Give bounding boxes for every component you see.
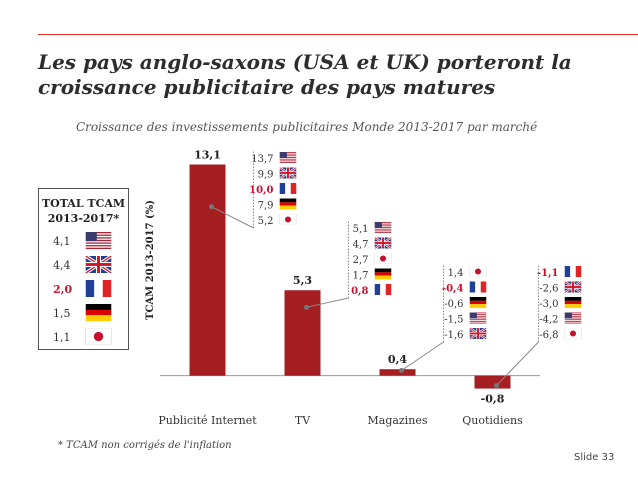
connector-line [306,297,349,308]
japan-flag-icon [85,328,112,345]
japan-flag-icon [374,253,392,264]
top-accent-line [38,34,638,35]
country-value-label: 0,8 [351,286,368,297]
country-value-label: 13,7 [251,154,273,165]
uk-flag-icon [564,281,582,293]
total-tcam-box: TOTAL TCAM 2013-2017* 4,1 4,4 2,0 1,5 1,1 [38,188,129,350]
country-value-label: 5,2 [258,216,274,227]
usa-flag-icon [564,312,582,324]
bar [189,164,226,376]
country-value-label: -6,8 [539,330,558,341]
country-value-label: -1,6 [444,330,463,341]
connector-line [401,341,444,371]
country-value-label: 4,7 [353,240,369,251]
usa-flag-icon [85,232,112,249]
uk-flag-icon [85,256,112,273]
bar-value-label: -0,8 [481,393,505,406]
country-value-label: -4,2 [539,315,558,326]
uk-flag-icon [279,167,297,179]
total-tcam-value: 4,1 [53,235,71,248]
total-tcam-title: TOTAL TCAM [41,197,126,210]
country-value-label: 1,4 [448,268,464,279]
total-tcam-value: 4,4 [53,259,71,272]
chart-subtitle: Croissance des investissements publicita… [76,120,538,134]
bar [284,290,321,376]
total-tcam-value: 2,0 [53,283,72,296]
france-flag-icon [85,280,112,297]
footnote: * TCAM non corrigés de l'inflation [58,440,232,451]
country-value-label: 10,0 [249,185,273,196]
country-value-label: 9,9 [258,170,274,181]
bar-value-label: 13,1 [194,149,221,162]
connector-dot [209,204,214,210]
country-value-label: -2,6 [539,284,558,295]
total-tcam-flags: 4,1 4,4 2,0 1,5 1,1 [53,232,112,345]
japan-flag-icon [279,214,297,225]
bar [474,375,511,389]
germany-flag-icon [279,198,297,210]
uk-flag-icon [469,328,487,339]
country-value-label: -1,1 [537,268,559,279]
connector-dot [304,304,309,310]
country-value-label: 5,1 [353,224,369,235]
usa-flag-icon [374,222,392,233]
france-flag-icon [374,284,392,295]
japan-flag-icon [564,328,582,339]
country-value-label: -3,0 [539,299,558,310]
france-flag-icon [279,183,297,194]
page-title: Les pays anglo-saxons (USA et UK) porter… [38,50,572,99]
uk-flag-icon [374,237,392,249]
germany-flag-icon [374,268,392,280]
total-tcam-value: 1,1 [53,331,71,344]
germany-flag-icon [85,304,112,321]
category-tick-label: Publicité Internet [158,414,257,427]
country-value-label: 1,7 [353,271,369,282]
country-value-label: -0,4 [442,284,464,295]
usa-flag-icon [469,312,487,324]
slide-number: Slide 33 [574,452,615,463]
category-tick-label: Magazines [368,414,428,427]
japan-flag-icon [469,266,487,277]
connector-dot [399,368,404,373]
bar-value-label: 0,4 [388,353,407,366]
total-tcam-period: 2013-2017* [47,212,120,225]
country-value-label: -1,5 [444,315,463,326]
category-tick-label: Quotidiens [462,414,523,427]
usa-flag-icon [279,152,297,163]
bar [379,369,416,376]
france-flag-icon [469,281,487,293]
germany-flag-icon [469,297,487,308]
country-value-label: -0,6 [444,299,463,310]
connector-line [211,206,254,229]
connector-line [496,341,539,386]
connector-dot [494,383,499,389]
france-flag-icon [564,266,582,277]
country-value-label: 2,7 [353,255,369,266]
germany-flag-icon [564,297,582,308]
category-tick-label: TV [295,414,311,427]
total-tcam-value: 1,5 [53,307,71,320]
bar-value-label: 5,3 [293,274,312,287]
country-value-label: 7,9 [258,201,274,212]
